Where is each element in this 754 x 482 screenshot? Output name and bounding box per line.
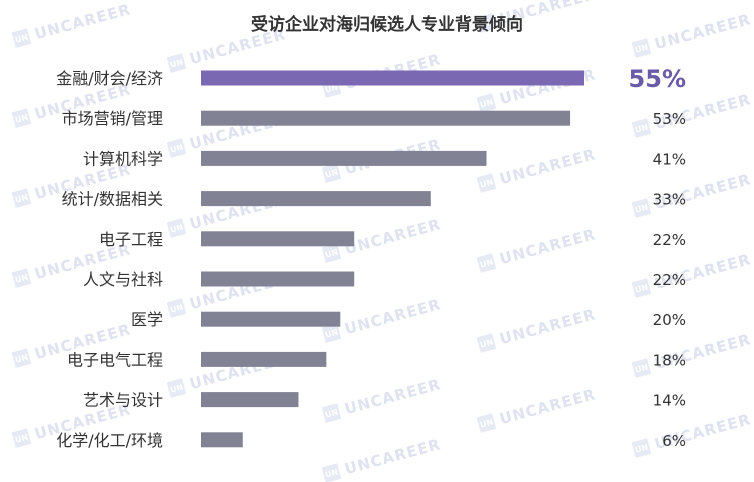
- svg-text:UN: UN: [169, 223, 184, 235]
- bars-group: 金融/财会/经济 55% 市场营销/管理 53% 计算机科学 41% 统计/数据相关 33% 电…: [56, 65, 686, 450]
- value-label: 41%: [653, 150, 686, 168]
- svg-text:UN: UN: [14, 193, 29, 205]
- svg-text:UN: UN: [169, 143, 184, 155]
- watermark: UN UNCAREER: [321, 435, 443, 482]
- svg-text:UN: UN: [634, 443, 649, 455]
- watermark: UN UNCAREER: [631, 10, 753, 58]
- svg-text:UN: UN: [634, 203, 649, 215]
- watermark: UN UNCAREER: [476, 385, 598, 433]
- value-label: 14%: [653, 392, 686, 410]
- value-label: 33%: [653, 191, 686, 209]
- value-label: 6%: [662, 432, 686, 450]
- svg-text:UNCAREER: UNCAREER: [498, 225, 598, 268]
- svg-text:UN: UN: [324, 83, 339, 95]
- bar: [201, 432, 243, 448]
- value-label: 55%: [629, 65, 686, 93]
- svg-text:UNCAREER: UNCAREER: [343, 435, 443, 478]
- bar: [201, 271, 355, 287]
- bar: [201, 150, 487, 166]
- bar: [201, 351, 327, 367]
- watermark: UN UNCAREER: [476, 225, 598, 273]
- value-label: 22%: [653, 271, 686, 289]
- svg-text:UN: UN: [634, 363, 649, 375]
- svg-text:UN: UN: [14, 113, 29, 125]
- svg-text:UN: UN: [479, 18, 494, 30]
- bar: [201, 392, 299, 408]
- bar: [201, 70, 584, 86]
- bar: [201, 110, 571, 126]
- svg-text:UN: UN: [479, 258, 494, 270]
- svg-text:UN: UN: [324, 468, 339, 480]
- category-label: 电子工程: [99, 230, 163, 249]
- watermark: UN UNCAREER: [11, 0, 133, 48]
- category-label: 人文与社科: [83, 270, 163, 289]
- watermark: UN UNCAREER: [476, 305, 598, 353]
- svg-text:UN: UN: [479, 178, 494, 190]
- value-label: 53%: [653, 110, 686, 128]
- svg-text:UNCAREER: UNCAREER: [498, 385, 598, 428]
- svg-text:UNCAREER: UNCAREER: [343, 295, 443, 338]
- bar: [201, 311, 341, 327]
- svg-text:UN: UN: [634, 283, 649, 295]
- svg-text:UNCAREER: UNCAREER: [498, 305, 598, 348]
- svg-text:UN: UN: [634, 123, 649, 135]
- svg-text:UN: UN: [324, 248, 339, 260]
- svg-text:UN: UN: [14, 33, 29, 45]
- svg-text:UNCAREER: UNCAREER: [33, 0, 133, 43]
- svg-text:UNCAREER: UNCAREER: [653, 10, 753, 53]
- category-label: 艺术与设计: [83, 391, 163, 410]
- category-label: 市场营销/管理: [62, 109, 163, 128]
- value-label: 20%: [653, 311, 686, 329]
- svg-text:UN: UN: [479, 338, 494, 350]
- svg-text:UN: UN: [324, 408, 339, 420]
- svg-text:UN: UN: [479, 98, 494, 110]
- svg-text:UN: UN: [169, 383, 184, 395]
- watermark: UN UNCAREER: [321, 375, 443, 423]
- svg-text:UNCAREER: UNCAREER: [498, 145, 598, 188]
- svg-text:UN: UN: [14, 273, 29, 285]
- svg-text:UN: UN: [634, 43, 649, 55]
- chart-title: 受访企业对海归候选人专业背景倾向: [251, 14, 523, 35]
- category-label: 统计/数据相关: [62, 190, 163, 209]
- value-label: 18%: [653, 351, 686, 369]
- svg-text:UN: UN: [324, 168, 339, 180]
- svg-text:UN: UN: [14, 353, 29, 365]
- category-label: 电子电气工程: [67, 350, 163, 369]
- category-label: 计算机科学: [83, 149, 163, 168]
- svg-text:UN: UN: [14, 433, 29, 445]
- svg-text:UN: UN: [169, 58, 184, 70]
- svg-text:UN: UN: [479, 418, 494, 430]
- svg-text:UNCAREER: UNCAREER: [343, 215, 443, 258]
- category-label: 金融/财会/经济: [56, 69, 163, 88]
- svg-text:UNCAREER: UNCAREER: [343, 375, 443, 418]
- watermark: UN UNCAREER: [476, 145, 598, 193]
- svg-text:UN: UN: [169, 303, 184, 315]
- bar: [201, 231, 355, 247]
- value-label: 22%: [653, 231, 686, 249]
- svg-text:UN: UN: [324, 328, 339, 340]
- bar: [201, 191, 431, 207]
- category-label: 化学/化工/环境: [56, 431, 163, 450]
- category-label: 医学: [131, 310, 163, 329]
